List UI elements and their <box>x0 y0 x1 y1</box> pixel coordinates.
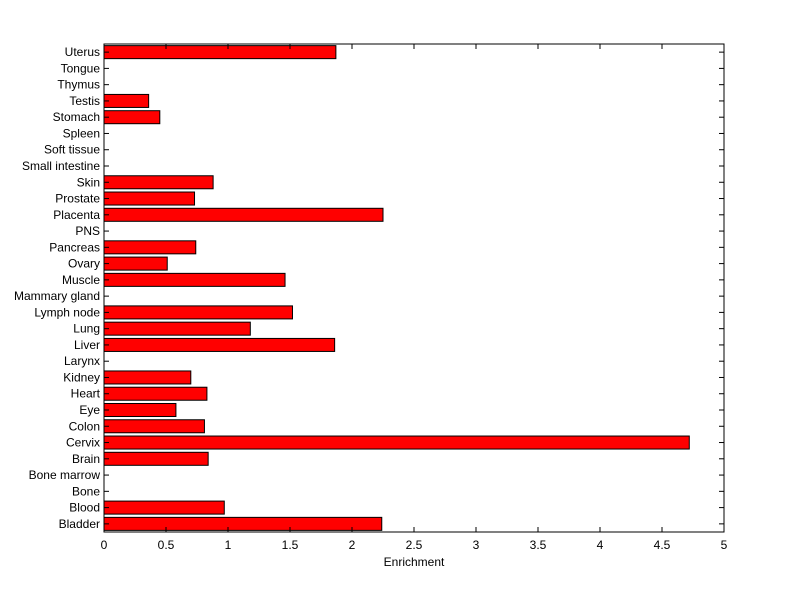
bar-ovary <box>103 256 168 271</box>
x-tick-label: 0.5 <box>158 538 175 552</box>
category-label: Lung <box>73 322 100 336</box>
bar-testis <box>103 93 150 108</box>
x-tick-labels: 0 0.5 1 1.5 2 2.5 3 3.5 4 4.5 5 <box>101 538 728 552</box>
bar-muscle <box>103 272 286 287</box>
bar-placenta <box>103 207 384 222</box>
bar-blood <box>103 500 225 515</box>
category-label: Thymus <box>57 78 100 92</box>
x-tick-label: 3.5 <box>530 538 547 552</box>
x-tick-label: 1.5 <box>282 538 299 552</box>
bar-cervix <box>103 435 690 450</box>
category-label: Kidney <box>63 370 100 384</box>
bar-lung <box>103 321 251 336</box>
bars-layer <box>103 45 690 531</box>
category-label: Tongue <box>61 61 101 75</box>
bar-skin <box>103 175 214 190</box>
category-label: Heart <box>71 387 101 401</box>
bar-prostate <box>103 191 196 206</box>
category-label: Eye <box>79 403 100 417</box>
x-tick-label: 5 <box>721 538 728 552</box>
category-label: Prostate <box>55 192 100 206</box>
bar-eye <box>103 402 177 418</box>
bar-uterus <box>103 45 337 60</box>
bar-liver <box>103 337 336 352</box>
bar-kidney <box>103 370 192 385</box>
category-label: Spleen <box>63 126 100 140</box>
category-labels: Uterus Tongue Thymus Testis Stomach Spleen Sof… <box>14 45 101 531</box>
x-tick-label: 4.5 <box>654 538 671 552</box>
category-label: Small intestine <box>22 159 100 173</box>
category-label: Blood <box>69 501 100 515</box>
category-label: Muscle <box>62 273 100 287</box>
category-label: Ovary <box>68 257 100 271</box>
x-axis-title: Enrichment <box>384 555 445 569</box>
x-tick-label: 2.5 <box>406 538 423 552</box>
category-label: Placenta <box>53 208 100 222</box>
bar-pancreas <box>103 240 197 255</box>
category-label: Testis <box>69 94 100 108</box>
category-label: Mammary gland <box>14 289 100 303</box>
plot-frame <box>103 43 725 533</box>
category-label: Colon <box>69 419 100 433</box>
category-label: Larynx <box>64 354 100 368</box>
category-label: Bladder <box>59 517 100 531</box>
category-label: Lymph node <box>34 305 100 319</box>
category-label: Brain <box>72 452 100 466</box>
category-label: Liver <box>74 338 100 352</box>
category-label: Uterus <box>65 45 100 59</box>
bar-brain <box>103 451 209 466</box>
x-tick-label: 4 <box>597 538 604 552</box>
category-label: Cervix <box>66 436 100 450</box>
x-tick-label: 2 <box>349 538 356 552</box>
x-tick-label: 0 <box>101 538 108 552</box>
category-label: PNS <box>75 224 100 238</box>
x-tick-label: 3 <box>473 538 480 552</box>
category-label: Bone marrow <box>29 468 101 482</box>
category-label: Stomach <box>53 110 100 124</box>
x-tick-label: 1 <box>225 538 232 552</box>
bar-bladder <box>103 516 383 531</box>
category-label: Soft tissue <box>44 143 100 157</box>
bar-colon <box>103 419 205 434</box>
category-label: Bone <box>72 484 100 498</box>
bar-heart <box>103 386 208 401</box>
category-label: Skin <box>77 175 100 189</box>
category-label: Pancreas <box>49 240 100 254</box>
bar-stomach <box>103 110 161 125</box>
bar-lymph-node <box>103 305 293 320</box>
